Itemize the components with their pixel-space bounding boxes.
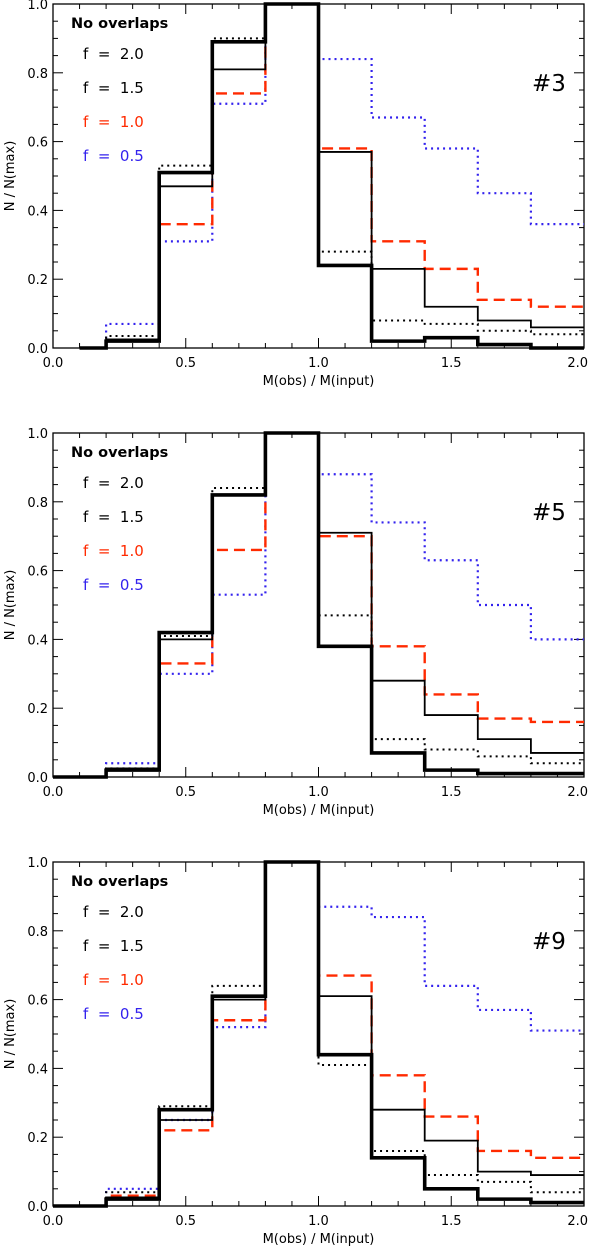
panel-tag: #5 (532, 500, 566, 526)
chart-panel-2: 0.0 0.5 1.0 1.5 2.0 0.0 0.2 0.4 0.6 0.8 1.0 M(obs) … (3, 427, 588, 818)
panel-tag: #9 (532, 929, 566, 955)
y-tick-label: 0.2 (27, 702, 48, 717)
x-tick-label: 2.0 (567, 785, 588, 800)
series-line-f-2-0 (79, 2, 584, 350)
y-tick-label: 0.2 (27, 1131, 48, 1146)
x-tick-label: 0.5 (175, 785, 196, 800)
legend-title: No overlaps (71, 16, 168, 32)
y-tick-label: 0.8 (27, 925, 48, 940)
chart-panel-3: 0.0 0.5 1.0 1.5 2.0 0.0 0.2 0.4 0.6 0.8 1.0 M(obs) … (3, 856, 588, 1247)
legend: No overlaps f = 2.0 f = 1.5 f = 1.0 f = 0.5 (71, 874, 168, 1023)
y-tick-label: 0.2 (27, 273, 48, 288)
x-tick-label: 0.0 (43, 785, 64, 800)
y-tick-label: 1.0 (27, 0, 48, 13)
y-axis-label: N / N(max) (3, 570, 18, 641)
y-tick-label: 1.0 (27, 856, 48, 871)
series-group (53, 860, 584, 1208)
panel-tag: #3 (532, 71, 566, 97)
chart-panel-1: 0.0 0.5 1.0 1.5 2.0 0.0 0.2 0.4 0.6 0.8 1.0 M(obs) … (3, 0, 588, 389)
y-tick-label: 0.4 (27, 633, 48, 648)
legend-entry: f = 2.0 (83, 45, 144, 63)
series-line-no-overlaps (53, 861, 584, 1207)
y-tick-label: 0.6 (27, 136, 48, 151)
x-tick-label: 0.0 (43, 356, 64, 371)
legend-entry: f = 1.0 (83, 971, 144, 989)
x-tick-label: 1.0 (308, 1214, 329, 1229)
x-axis-label: M(obs) / M(input) (263, 803, 375, 818)
legend-entry: f = 2.0 (83, 903, 144, 921)
y-tick-label: 0.6 (27, 565, 48, 580)
y-tick-label: 0.6 (27, 994, 48, 1009)
x-tick-label: 1.0 (308, 785, 329, 800)
legend-entry: f = 2.0 (83, 474, 144, 492)
legend-entry: f = 1.5 (83, 79, 144, 97)
x-tick-label: 0.5 (175, 1214, 196, 1229)
x-tick-label: 1.5 (441, 785, 462, 800)
series-line-no-overlaps (79, 3, 584, 349)
x-tick-label: 1.5 (441, 356, 462, 371)
x-tick-label: 2.0 (567, 356, 588, 371)
y-tick-label: 0.8 (27, 67, 48, 82)
x-tick-label: 0.0 (43, 1214, 64, 1229)
y-tick-label: 1.0 (27, 427, 48, 442)
series-line-f-2-0 (53, 431, 584, 779)
y-tick-label: 0.0 (27, 342, 48, 357)
y-tick-label: 0.4 (27, 204, 48, 219)
legend-entry: f = 1.5 (83, 508, 144, 526)
legend-entry: f = 1.0 (83, 113, 144, 131)
series-line-f-0-5 (79, 2, 584, 350)
series-line-f-2-0 (53, 860, 584, 1208)
legend-title: No overlaps (71, 445, 168, 461)
legend-entry: f = 0.5 (83, 147, 144, 165)
x-tick-label: 1.5 (441, 1214, 462, 1229)
legend-entry: f = 1.0 (83, 542, 144, 560)
legend-entry: f = 0.5 (83, 1005, 144, 1023)
legend: No overlaps f = 2.0 f = 1.5 f = 1.0 f = 0.5 (71, 16, 168, 165)
y-axis-ticks (53, 432, 584, 778)
series-line-f-1-5 (79, 3, 584, 349)
y-axis-label: N / N(max) (3, 999, 18, 1070)
x-tick-label: 2.0 (567, 1214, 588, 1229)
x-tick-label: 1.0 (308, 356, 329, 371)
y-tick-label: 0.8 (27, 496, 48, 511)
series-group (53, 431, 584, 779)
x-tick-label: 0.5 (175, 356, 196, 371)
series-group (79, 2, 584, 350)
x-axis-label: M(obs) / M(input) (263, 374, 375, 389)
series-line-f-1-0 (79, 2, 584, 350)
y-tick-label: 0.0 (27, 1200, 48, 1215)
y-tick-label: 0.4 (27, 1062, 48, 1077)
legend-entry: f = 1.5 (83, 937, 144, 955)
legend: No overlaps f = 2.0 f = 1.5 f = 1.0 f = 0.5 (71, 445, 168, 594)
y-tick-label: 0.0 (27, 771, 48, 786)
legend-entry: f = 0.5 (83, 576, 144, 594)
y-axis-label: N / N(max) (3, 141, 18, 212)
x-axis-label: M(obs) / M(input) (263, 1232, 375, 1247)
legend-title: No overlaps (71, 874, 168, 890)
